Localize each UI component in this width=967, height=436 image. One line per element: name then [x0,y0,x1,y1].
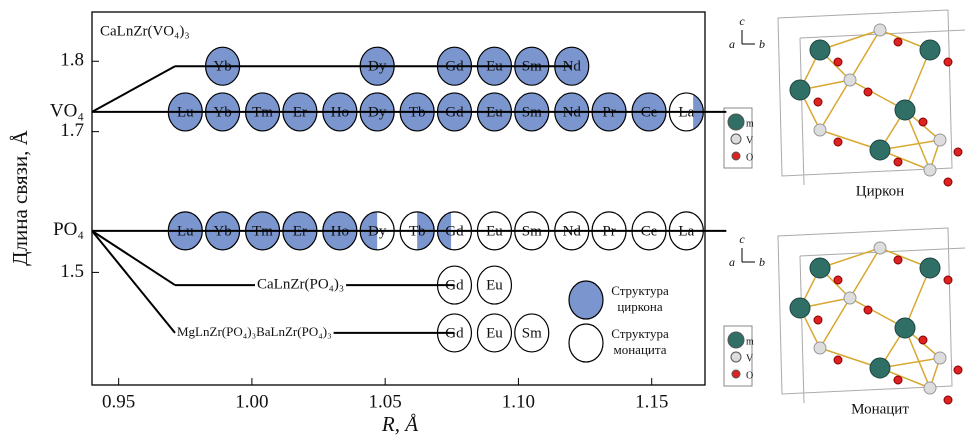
bond [820,80,850,130]
legend-atom-label: O [746,152,753,163]
legend-line: монацита [614,342,667,357]
legend-atom-label: m [746,118,754,129]
metal-atom [810,40,830,60]
anion-label: PO₄ [53,219,84,240]
v-atom [844,74,856,86]
axis-label: a [729,255,735,269]
metal-atom [870,358,890,378]
legend-atom [731,352,741,362]
o-atom [834,58,842,66]
element-label: Eu [486,325,503,341]
v-atom [874,24,886,36]
metal-atom [920,40,940,60]
v-atom [814,124,826,136]
x-tick-label: 1.10 [502,391,535,412]
bond [850,248,880,298]
axis-label: a [729,37,735,51]
structure-panel: Циркон ca b mVO [724,10,965,199]
legend-atom [728,114,744,130]
o-atom [894,376,902,384]
o-atom [834,138,842,146]
v-atom [844,292,856,304]
x-tick-label: 1.15 [635,391,668,412]
v-atom [934,134,946,146]
o-atom [954,366,962,374]
metal-atom [790,298,810,318]
legend-line: Структура [611,326,669,341]
legend-atom [731,134,741,144]
legend-atom-label: O [746,370,753,381]
panel-caption: Циркон [856,183,904,199]
connector [92,231,175,333]
o-atom [919,336,927,344]
legend-atom [732,370,740,378]
v-atom [814,342,826,354]
v-atom [924,382,936,394]
o-atom [834,276,842,284]
x-tick-label: 0.95 [102,391,135,412]
axis-label: c [739,14,745,28]
y-axis-label: Длина связи, Å [8,129,32,266]
axis-label: c [739,232,745,246]
x-tick-label: 1.05 [369,391,402,412]
metal-atom [810,258,830,278]
o-atom [894,38,902,46]
o-atom [919,118,927,126]
metal-atom [790,80,810,100]
connector [92,66,175,112]
v-atom [934,352,946,364]
x-tick-label: 1.00 [235,391,268,412]
x-axis-label: R, Å [381,412,418,436]
o-atom [814,98,822,106]
panel-caption: Монацит [851,401,909,417]
row-label: MgLnZr(PO₄)₃BaLnZr(PO₄)₃ [177,324,332,339]
element-label: Sm [522,325,542,341]
v-atom [924,164,936,176]
o-atom [814,316,822,324]
bond [850,30,880,80]
metal-atom [895,100,915,120]
anion-label: VO₄ [50,100,84,121]
element-label: Eu [486,278,503,294]
o-atom [894,158,902,166]
figure: Длина связи, Å R, Å ЦирконcabmVOМонацитc… [0,0,967,436]
metal-atom [870,140,890,160]
o-atom [864,88,872,96]
metal-atom [895,318,915,338]
chart: Длина связи, Å R, Å ЦирконcabmVOМонацитc… [0,0,967,436]
y-tick-label: 1.8 [60,50,84,71]
row-label: CaLnZr(VO₄)₃ [100,23,190,39]
axis-label: b [759,37,765,51]
o-atom [944,396,952,404]
o-atom [894,256,902,264]
legend-atom-label: V [746,135,754,146]
legend-line: Структура [611,283,669,298]
connector [92,231,175,285]
structure-panel: Монацит ca b mVO [724,228,965,417]
o-atom [944,58,952,66]
o-atom [864,306,872,314]
legend-atom-label: m [746,336,754,347]
legend-line: циркона [617,299,663,314]
axis-label: b [759,255,765,269]
legend-atom-label: V [746,353,754,364]
metal-atom [920,258,940,278]
structure-panels: ЦирконcabmVOМонацитcabmVO [724,10,965,417]
legend-atom [732,152,740,160]
o-atom [944,276,952,284]
legend-atom [728,332,744,348]
y-tick-label: 1.7 [60,120,84,141]
o-atom [944,178,952,186]
v-atom [874,242,886,254]
row-label: CaLnZr(PO₄)₃ [257,277,344,293]
o-atom [834,356,842,364]
bond [820,298,850,348]
o-atom [954,148,962,156]
y-tick-label: 1.5 [60,261,84,282]
